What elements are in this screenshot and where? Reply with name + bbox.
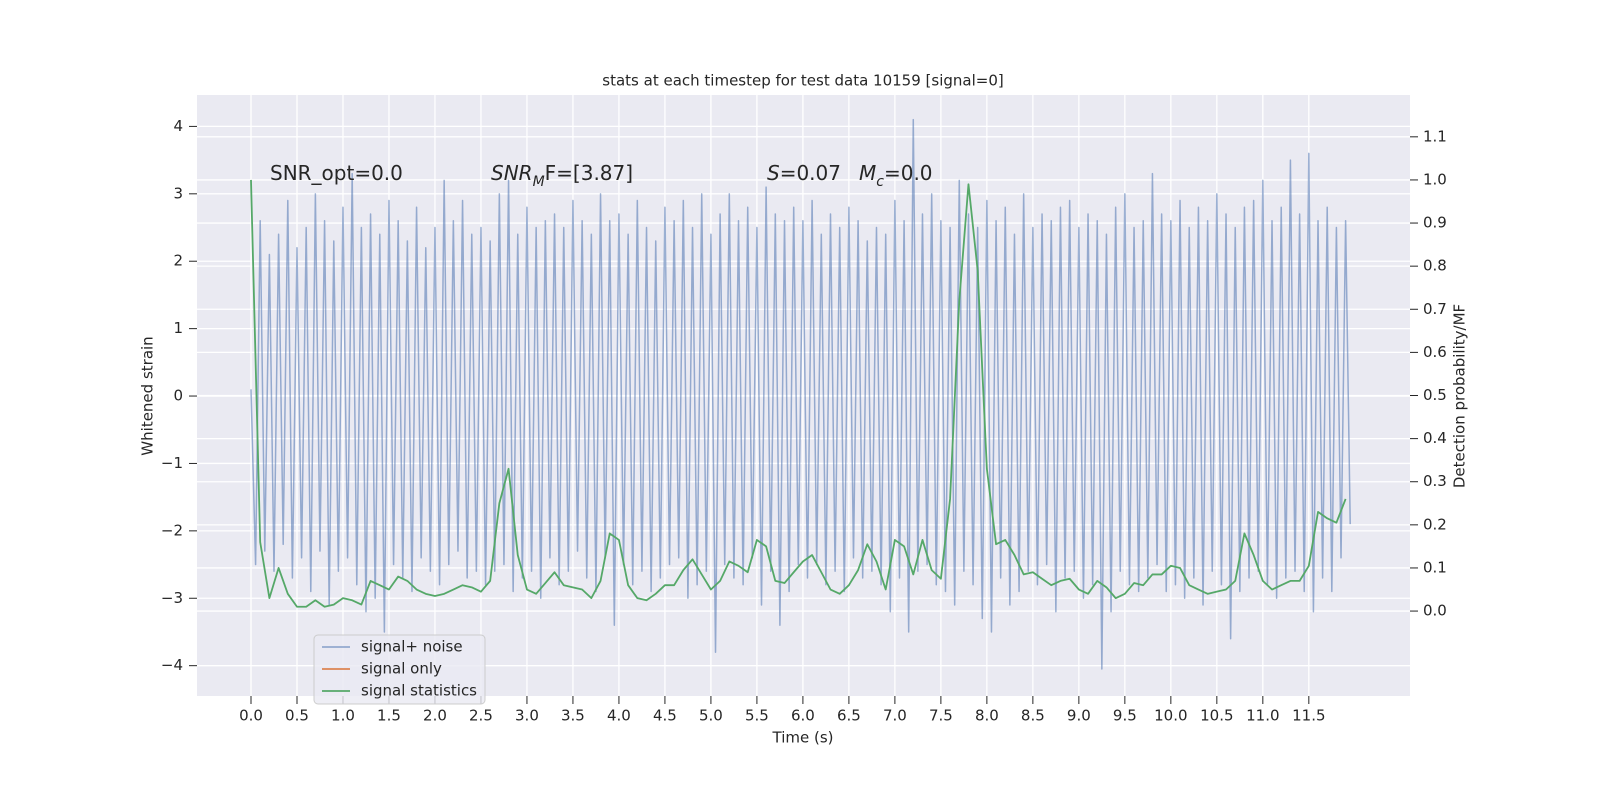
annotation-text: F=[3.87] bbox=[545, 161, 633, 185]
x-tick-label: 11.5 bbox=[1292, 707, 1325, 725]
y2-tick-label: 0.1 bbox=[1423, 558, 1447, 576]
y2-tick-label: 0.9 bbox=[1423, 214, 1447, 232]
series-line bbox=[250, 179, 1347, 608]
legend-box bbox=[313, 634, 486, 705]
annotation-text: =0.0 bbox=[884, 161, 933, 185]
x-tick-label: 5.0 bbox=[699, 707, 723, 725]
y-tick-label: 2 bbox=[173, 252, 183, 270]
annotation: Mc=0.0 bbox=[859, 161, 933, 191]
x-tick-label: 4.5 bbox=[653, 707, 677, 725]
annotation-math: M bbox=[859, 161, 876, 185]
annotation-sub: c bbox=[876, 174, 884, 190]
y2-tick-label: 0.0 bbox=[1423, 602, 1447, 620]
annotation: SNR_opt=0.0 bbox=[270, 161, 403, 185]
annotation-math: SNR bbox=[491, 161, 533, 185]
x-axis-label: Time (s) bbox=[772, 729, 834, 747]
x-tick-label: 7.5 bbox=[929, 707, 953, 725]
annotation-text: =0.07 bbox=[780, 161, 841, 185]
y-tick-label: −1 bbox=[161, 454, 183, 472]
legend-label: signal only bbox=[361, 660, 442, 678]
x-tick-label: 7.0 bbox=[883, 707, 907, 725]
annotation: S=0.07 bbox=[767, 161, 841, 185]
x-tick-label: 10.5 bbox=[1200, 707, 1233, 725]
chart-title: stats at each timestep for test data 101… bbox=[602, 72, 1003, 90]
y2-tick-label: 1.1 bbox=[1423, 127, 1447, 145]
legend: signal+ noise signal only signal statistic… bbox=[313, 634, 486, 705]
y-tick-label: 4 bbox=[173, 117, 183, 135]
y2-tick-label: 0.3 bbox=[1423, 472, 1447, 490]
x-tick-label: 6.5 bbox=[837, 707, 861, 725]
legend-label: signal+ noise bbox=[361, 638, 463, 656]
annotation-text: SNR_opt=0.0 bbox=[270, 161, 403, 185]
x-tick-label: 5.5 bbox=[745, 707, 769, 725]
x-tick-label: 2.5 bbox=[469, 707, 493, 725]
x-tick-label: 1.0 bbox=[331, 707, 355, 725]
y-tick-label: 0 bbox=[173, 387, 183, 405]
x-tick-label: 3.0 bbox=[515, 707, 539, 725]
x-tick-label: 0.0 bbox=[239, 707, 263, 725]
x-tick-label: 8.0 bbox=[975, 707, 999, 725]
x-tick-label: 2.0 bbox=[423, 707, 447, 725]
x-tick-label: 9.5 bbox=[1113, 707, 1137, 725]
y2-tick-label: 0.6 bbox=[1423, 343, 1447, 361]
grid bbox=[197, 95, 1410, 696]
y-axis-label: Whitened strain bbox=[139, 336, 157, 455]
y-tick-label: −3 bbox=[161, 589, 183, 607]
x-tick-label: 3.5 bbox=[561, 707, 585, 725]
y-tick-label: −2 bbox=[161, 521, 183, 539]
x-tick-label: 0.5 bbox=[285, 707, 309, 725]
annotation-math: S bbox=[767, 161, 780, 185]
y2-tick-label: 0.7 bbox=[1423, 300, 1447, 318]
x-tick-label: 8.5 bbox=[1021, 707, 1045, 725]
x-tick-label: 6.0 bbox=[791, 707, 815, 725]
y-tick-label: −4 bbox=[161, 656, 183, 674]
y2-axis-label: Detection probability/MF bbox=[1451, 304, 1469, 488]
x-tick-label: 10.0 bbox=[1154, 707, 1187, 725]
series-line bbox=[250, 118, 1351, 670]
x-tick-label: 4.0 bbox=[607, 707, 631, 725]
y2-tick-label: 0.8 bbox=[1423, 257, 1447, 275]
y2-tick-label: 1.0 bbox=[1423, 170, 1447, 188]
annotation-sub: M bbox=[533, 174, 545, 190]
x-tick-label: 11.0 bbox=[1246, 707, 1279, 725]
annotation: SNRMF=[3.87] bbox=[491, 161, 633, 191]
x-tick-label: 9.0 bbox=[1067, 707, 1091, 725]
y-tick-label: 3 bbox=[173, 184, 183, 202]
y2-tick-label: 0.2 bbox=[1423, 515, 1447, 533]
legend-label: signal statistics bbox=[361, 682, 477, 700]
y2-tick-label: 0.4 bbox=[1423, 429, 1447, 447]
y2-tick-label: 0.5 bbox=[1423, 386, 1447, 404]
x-tick-label: 1.5 bbox=[377, 707, 401, 725]
y-tick-label: 1 bbox=[173, 319, 183, 337]
